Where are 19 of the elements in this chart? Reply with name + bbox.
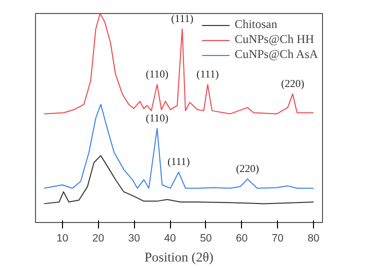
legend-label: Chitosan	[234, 17, 278, 32]
annotation: (111)	[167, 157, 190, 168]
x-tick-label: 40	[164, 232, 176, 244]
x-tick-label: 60	[236, 232, 248, 244]
x-tick-label: 70	[272, 232, 284, 244]
x-tick-label: 50	[200, 232, 212, 244]
annotation: (111)	[196, 70, 220, 81]
annotation: (110)	[146, 113, 169, 124]
legend-label: CuNPs@Ch AsA	[234, 47, 318, 62]
x-tick-label: 20	[92, 232, 104, 244]
x-tick-label: 80	[308, 232, 320, 244]
annotation: (220)	[236, 164, 260, 176]
legend-label: CuNPs@Ch HH	[234, 32, 314, 47]
annotation: (111)	[171, 14, 194, 25]
annotation: (220)	[281, 78, 305, 90]
x-axis-title: Position (2θ)	[144, 250, 214, 264]
annotation: (110)	[146, 70, 169, 81]
x-tick-label: 30	[128, 232, 140, 244]
x-tick-label: 10	[56, 232, 68, 244]
